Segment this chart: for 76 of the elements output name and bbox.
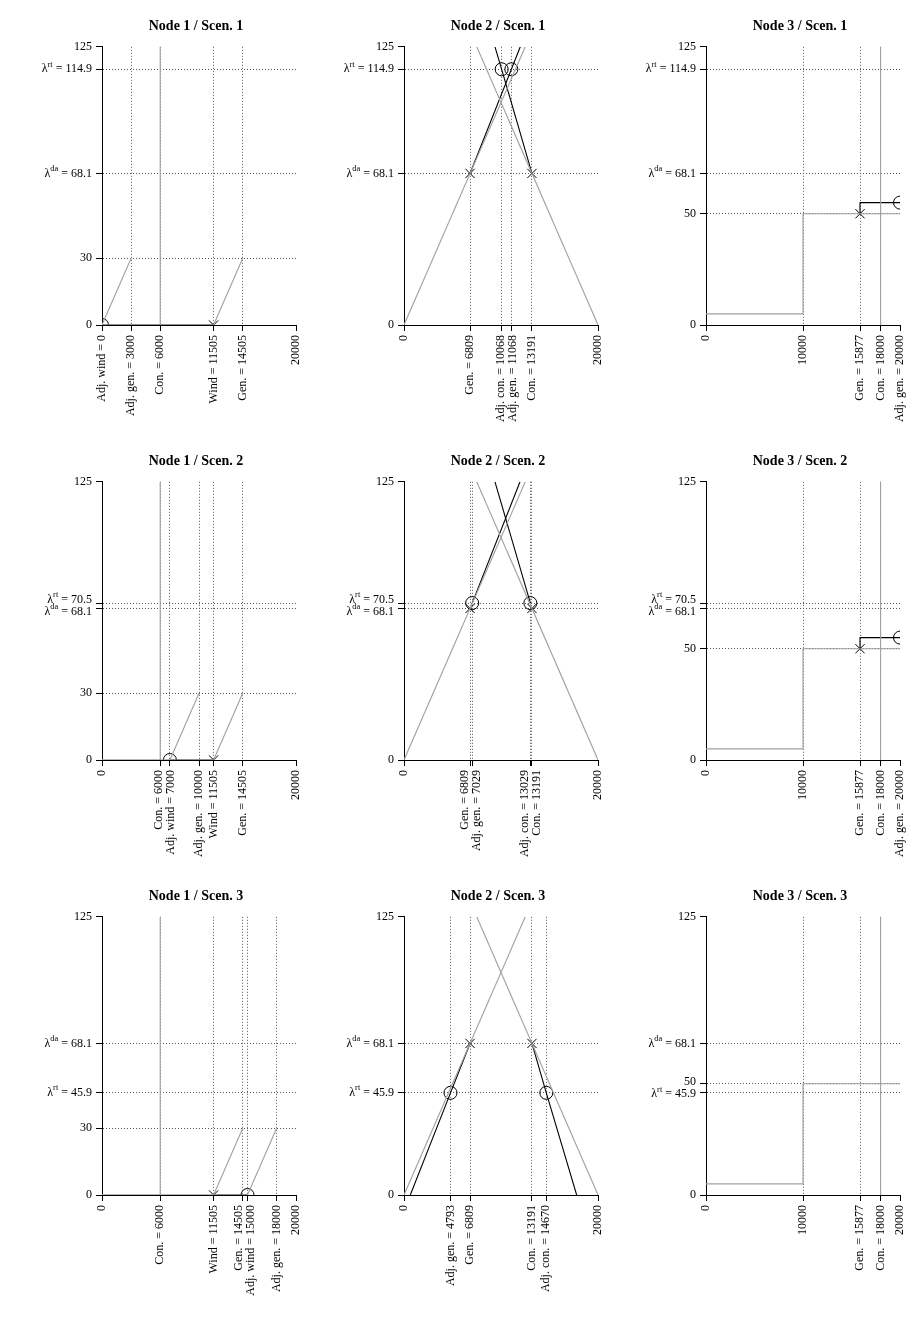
x-tick-label: 0 xyxy=(698,770,713,776)
x-tick-label: Con. = 6000 xyxy=(152,1204,167,1265)
x-tick-label: 20000 xyxy=(590,335,605,365)
x-tick-label: 0 xyxy=(396,335,411,341)
x-tick-label: 0 xyxy=(698,1205,713,1211)
x-tick-label: Con. = 18000 xyxy=(872,334,887,401)
x-tick-label: Gen. = 14505 xyxy=(231,1204,246,1271)
x-tick-label: Gen. = 6809 xyxy=(462,1204,477,1265)
x-tick-label: 0 xyxy=(94,1205,109,1211)
x-tick-label: 0 xyxy=(698,335,713,341)
x-tick-label: Wind = 11505 xyxy=(205,769,220,839)
x-tick-label: Adj. gen. = 7029 xyxy=(469,770,484,852)
x-tick-label: Wind = 11505 xyxy=(205,1204,220,1274)
x-tick-label: Adj. con. = 10068 xyxy=(492,335,507,423)
x-tick-label: Gen. = 14505 xyxy=(234,769,249,836)
y-tick-label: 125 xyxy=(678,908,696,923)
x-tick-label: Gen. = 15877 xyxy=(852,769,867,836)
x-tick-label: Adj. gen. = 20000 xyxy=(892,770,907,858)
y-tick-label: 50 xyxy=(684,640,696,655)
y-tick-label: 30 xyxy=(80,685,92,700)
x-tick-label: Adj. gen. = 4793 xyxy=(442,1205,457,1287)
x-tick-label: Con. = 13191 xyxy=(529,769,544,836)
x-tick-label: 10000 xyxy=(795,770,810,800)
y-tick-label: 50 xyxy=(684,1074,696,1089)
x-tick-label: 10000 xyxy=(795,1205,810,1235)
x-tick-label: 20000 xyxy=(590,1205,605,1235)
y-tick-label: 50 xyxy=(684,205,696,220)
chart-title: Node 3 / Scen. 2 xyxy=(752,453,848,469)
x-tick-label: Con. = 13191 xyxy=(524,1204,539,1271)
x-tick-label: 20000 xyxy=(288,1205,303,1235)
x-tick-label: Con. = 6000 xyxy=(151,769,166,830)
x-tick-label: Gen. = 15877 xyxy=(852,1204,867,1271)
y-tick-label: 125 xyxy=(376,908,394,923)
x-tick-label: 0 xyxy=(396,1205,411,1211)
x-tick-label: Adj. wind = 0 xyxy=(94,334,109,402)
x-tick-label: Wind = 11505 xyxy=(205,334,220,404)
x-tick-label: 20000 xyxy=(892,1205,907,1235)
x-tick-label: Adj. gen. = 3000 xyxy=(123,335,138,417)
x-tick-label: Adj. gen. = 10000 xyxy=(191,770,206,858)
x-tick-label: Con. = 6000 xyxy=(152,334,167,395)
x-tick-label: Adj. wind = 15000 xyxy=(243,1204,258,1296)
chart-title: Node 2 / Scen. 1 xyxy=(450,18,546,34)
x-tick-label: 20000 xyxy=(590,770,605,800)
y-tick-label: 125 xyxy=(74,38,92,53)
x-tick-label: 20000 xyxy=(288,770,303,800)
chart-title: Node 3 / Scen. 1 xyxy=(752,18,848,34)
chart-title: Node 2 / Scen. 2 xyxy=(450,453,546,469)
y-tick-label: 125 xyxy=(74,473,92,488)
y-tick-label: 125 xyxy=(74,908,92,923)
chart-title: Node 1 / Scen. 2 xyxy=(148,453,244,469)
y-tick-label: 125 xyxy=(376,38,394,53)
x-tick-label: Con. = 13191 xyxy=(524,334,539,401)
x-tick-label: Adj. gen. = 18000 xyxy=(268,1205,283,1293)
x-tick-label: 10000 xyxy=(795,335,810,365)
x-tick-label: Adj. con. = 13029 xyxy=(517,770,532,858)
x-tick-label: Gen. = 14505 xyxy=(234,334,249,401)
y-tick-label: 30 xyxy=(80,1120,92,1135)
x-tick-label: Gen. = 6809 xyxy=(462,334,477,395)
y-tick-label: 125 xyxy=(678,473,696,488)
y-tick-label: 30 xyxy=(80,250,92,265)
x-tick-label: Adj. con. = 14670 xyxy=(538,1205,553,1293)
x-tick-label: Gen. = 15877 xyxy=(852,334,867,401)
x-tick-label: Con. = 18000 xyxy=(872,1204,887,1271)
x-tick-label: 0 xyxy=(94,770,109,776)
y-tick-label: 125 xyxy=(678,38,696,53)
x-tick-label: Gen. = 6809 xyxy=(457,769,472,830)
x-tick-label: 20000 xyxy=(288,335,303,365)
y-tick-label: 125 xyxy=(376,473,394,488)
chart-title: Node 2 / Scen. 3 xyxy=(450,888,546,904)
x-tick-label: Adj. wind = 7000 xyxy=(163,769,178,855)
chart-title: Node 1 / Scen. 1 xyxy=(148,18,244,34)
chart-title: Node 1 / Scen. 3 xyxy=(148,888,244,904)
x-tick-label: 0 xyxy=(396,770,411,776)
x-tick-label: Adj. gen. = 20000 xyxy=(892,335,907,423)
x-tick-label: Con. = 18000 xyxy=(872,769,887,836)
chart-title: Node 3 / Scen. 3 xyxy=(752,888,848,904)
